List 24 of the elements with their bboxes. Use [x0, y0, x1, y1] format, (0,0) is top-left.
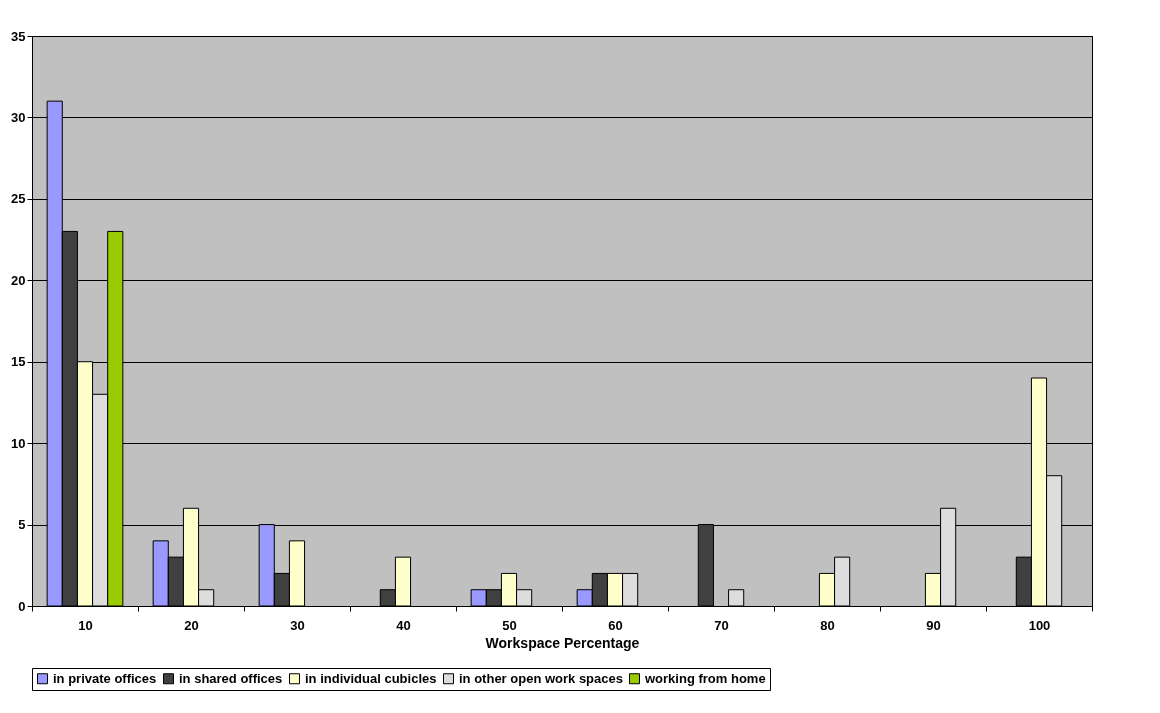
x-tick-label: 10 — [78, 617, 93, 633]
x-tick-label: 70 — [714, 617, 729, 633]
y-tick-label: 5 — [18, 517, 26, 533]
y-tick-label: 10 — [11, 435, 26, 451]
legend-label: in individual cubicles — [305, 670, 437, 686]
legend-label: in other open work spaces — [459, 670, 623, 686]
y-tick-label: 25 — [11, 191, 26, 207]
x-tick-label: 30 — [290, 617, 305, 633]
y-tick-label: 20 — [11, 272, 26, 288]
x-tick-label: 60 — [608, 617, 623, 633]
legend-label: in private offices — [53, 670, 157, 686]
y-tick-label: 15 — [11, 354, 26, 370]
y-tick-label: 30 — [11, 109, 26, 125]
x-tick-label: 50 — [502, 617, 517, 633]
legend-label: working from home — [644, 670, 766, 686]
x-tick-label: 20 — [184, 617, 199, 633]
x-axis-title: Workspace Percentage — [485, 634, 640, 651]
x-tick-label: 40 — [396, 617, 411, 633]
legend-label: in shared offices — [179, 670, 283, 686]
y-tick-label: 35 — [11, 28, 26, 44]
x-tick-label: 90 — [926, 617, 941, 633]
x-tick-label: 100 — [1028, 617, 1051, 633]
y-tick-label: 0 — [18, 598, 26, 614]
x-tick-label: 80 — [820, 617, 835, 633]
